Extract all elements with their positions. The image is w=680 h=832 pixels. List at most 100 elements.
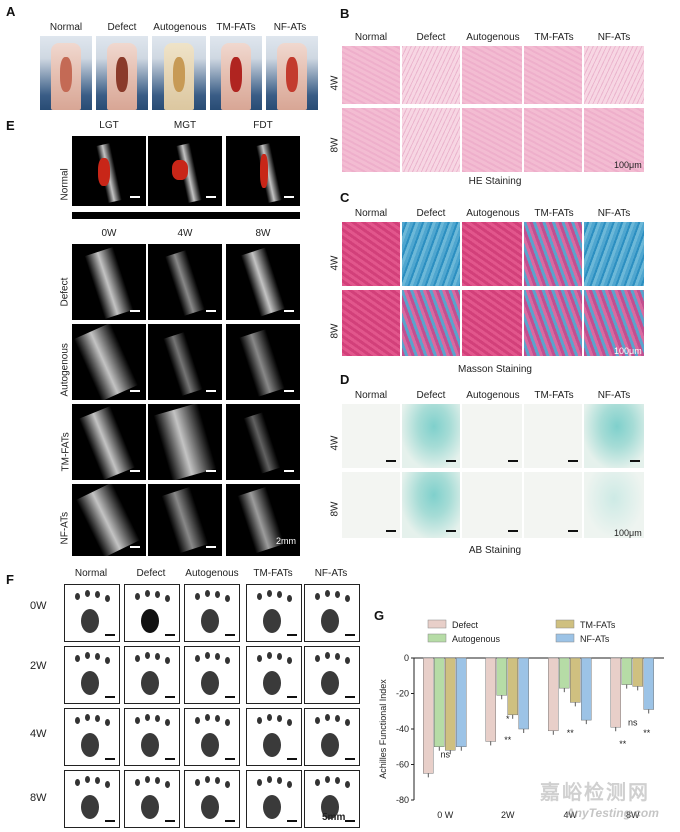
significance-label: * [506,714,510,724]
paw-toe [257,779,262,786]
paw-toe [195,593,200,600]
mri-tile [226,244,300,320]
scale-bar-label: 100μm [614,528,642,538]
mri-tile [226,324,300,400]
paw-toe [315,655,320,662]
ab-tile [462,404,522,468]
mri-tile [72,484,146,556]
paw-toe [95,715,100,722]
scale-bar [165,758,175,760]
ab-tile [402,404,460,468]
paw-pad [201,609,219,633]
paw-toe [345,657,350,664]
ab-tile [462,472,522,538]
panel-label-e: E [6,118,15,133]
legend-label: Defect [452,620,479,630]
paw-toe [277,591,282,598]
y-tick-label: -20 [396,689,409,699]
he-tile [462,108,522,172]
paw-pad [321,795,339,819]
paw-pad [141,609,159,633]
scale-bar [345,696,355,698]
paw-toe [75,717,80,724]
bar [456,657,467,747]
ab-tile [584,404,644,468]
scale-bar [345,758,355,760]
y-tick-label: -40 [396,724,409,734]
afi-chart: Defect TM-FATs Autogenous NF-ATs 0 -20 -40 -60 -… [378,619,664,820]
footprint-tile [246,770,302,828]
col-label: Autogenous [466,208,520,219]
footprint-tile [304,770,360,828]
paw-toe [257,655,262,662]
col-label: NF-ATs [597,208,631,219]
row-label: 2W [30,660,47,672]
mri-tile [148,404,222,480]
row-label: 4W [30,728,47,740]
col-label: Autogenous [466,390,520,401]
paw-pad [141,733,159,757]
he-tile [342,46,400,104]
paw-toe [277,777,282,784]
y-tick-label: -80 [396,795,409,805]
paw-toe [135,655,140,662]
scale-bar [165,820,175,822]
scale-bar-label: 100μm [614,160,642,170]
footprint-tile [304,646,360,704]
paw-toe [325,590,330,597]
paw-toe [267,652,272,659]
bar [632,657,643,687]
footprint-tile [304,708,360,766]
paw-toe [325,652,330,659]
paw-toe [287,719,292,726]
paw-toe [205,652,210,659]
paw-toe [287,781,292,788]
paw-pad [263,733,281,757]
footprint-tile [246,584,302,642]
col-label: NF-ATs [597,32,631,43]
scale-bar-label: 2mm [276,536,296,546]
col-label: Defect [136,568,166,579]
paw-pad [141,671,159,695]
paw-toe [145,652,150,659]
legend-swatch [427,633,447,643]
footprint-tile [64,646,120,704]
ab-tile [584,472,644,538]
tendon-photo [152,36,206,110]
paw-toe [95,591,100,598]
col-label: Defect [416,32,446,43]
row-label: 8W [329,323,341,339]
paw-toe [205,590,210,597]
footprint-tile [184,770,240,828]
row-label: 0W [30,600,47,612]
x-tick-label: 0 W [437,810,454,820]
col-label: Autogenous [185,568,239,579]
footprint-tile [124,646,180,704]
paw-toe [95,777,100,784]
col-label: Normal [74,568,108,579]
muscle-label: FDT [253,120,273,131]
footprint-tile [246,708,302,766]
paw-pad [81,609,99,633]
paw-toe [277,715,282,722]
paw-toe [345,719,350,726]
row-label: Normal [59,168,71,201]
masson-tile [402,222,460,286]
he-tile [524,46,582,104]
paw-toe [257,593,262,600]
bar [548,657,559,732]
paw-pad [201,795,219,819]
panel-label-d: D [340,372,350,387]
paw-toe [325,776,330,783]
scale-bar [287,758,297,760]
mri-tile [226,404,300,480]
paw-toe [155,653,160,660]
x-tick-label: 2W [501,810,515,820]
scale-bar [287,634,297,636]
row-label: 4W [329,75,341,91]
paw-toe [105,719,110,726]
col-label: Defect [416,390,446,401]
scale-bar [165,634,175,636]
paw-toe [345,781,350,788]
legend-label: TM-FATs [580,620,616,630]
